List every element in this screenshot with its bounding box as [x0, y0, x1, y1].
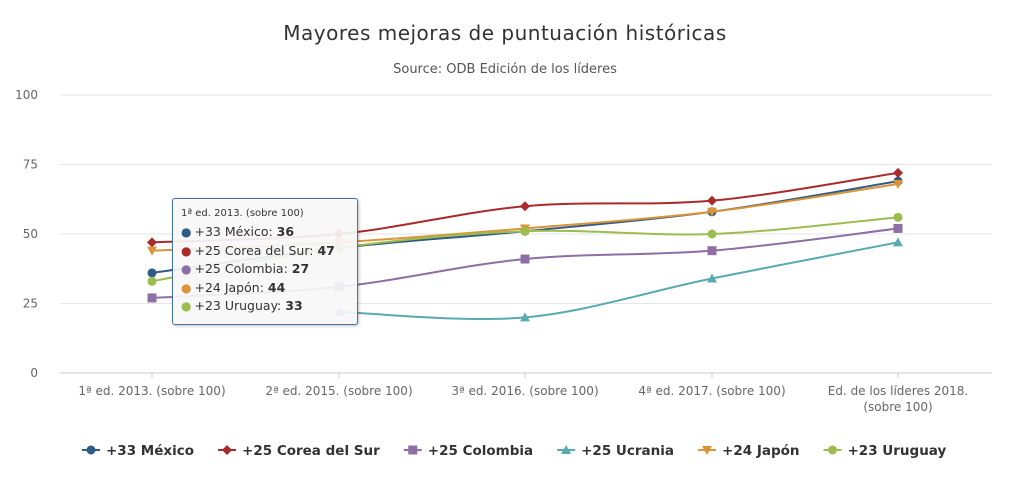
legend-label: +25 Corea del Sur	[242, 443, 380, 459]
y-tick-label: 75	[23, 158, 38, 172]
x-tick-label-line: (sobre 100)	[863, 400, 932, 414]
data-point-ucrania	[893, 237, 903, 247]
tooltip-value: 27	[291, 261, 310, 276]
chart-title: Mayores mejoras de puntuación históricas	[283, 21, 726, 45]
data-point-uruguay	[147, 276, 157, 286]
data-point-colombia	[520, 254, 530, 264]
legend-marker	[561, 445, 572, 454]
data-point-colombia	[147, 293, 157, 303]
data-point-colombia	[707, 246, 717, 256]
data-point-japon	[147, 246, 157, 256]
data-point-corea-del-sur	[707, 195, 717, 206]
y-axis: 0 25 50 75 100	[15, 88, 38, 380]
legend-label: +23 Uruguay	[848, 443, 947, 459]
x-tick-label: 4ª ed. 2017. (sobre 100)	[638, 384, 785, 398]
legend-marker	[86, 445, 96, 455]
tooltip-row-mexico: ● +33 México: 36	[181, 223, 349, 242]
legend-marker	[408, 445, 418, 455]
x-tick-label-line: 1ª ed. 2013. (sobre 100)	[78, 384, 225, 398]
x-tick-label: 1ª ed. 2013. (sobre 100)	[78, 384, 225, 398]
tooltip-label: +25 Corea del Sur:	[194, 242, 318, 258]
x-tick-label: Ed. de los líderes 2018. (sobre 100)	[828, 384, 969, 414]
data-point-japon	[707, 207, 717, 217]
x-tick-label-line: Ed. de los líderes 2018.	[828, 384, 969, 398]
legend-item-japon: +24 Japón	[698, 443, 800, 459]
x-tick-label-line: 2ª ed. 2015. (sobre 100)	[265, 384, 412, 398]
tooltip-value: 33	[285, 298, 303, 313]
series-line-ucrania	[338, 241, 899, 321]
x-tick-label: 3ª ed. 2016. (sobre 100)	[451, 384, 598, 398]
legend-item-ucrania: +25 Ucrania	[557, 443, 674, 459]
data-point-corea-del-sur	[147, 237, 157, 248]
tooltip-dot: ●	[181, 225, 192, 239]
data-point-colombia	[893, 223, 903, 233]
legend-item-mexico: +33 México	[82, 443, 194, 459]
tooltip-header: 1ª ed. 2013. (sobre 100)	[181, 208, 304, 219]
legend-item-uruguay: +23 Uruguay	[823, 443, 947, 459]
tooltip-value: 47	[317, 242, 335, 258]
legend-label: +25 Ucrania	[581, 443, 674, 459]
data-point-mexico	[147, 268, 157, 278]
y-tick-label: 50	[23, 227, 38, 241]
tooltip-label: +24 Japón:	[194, 279, 268, 295]
legend-marker	[828, 445, 837, 455]
tooltip: 1ª ed. 2013. (sobre 100) ● +33 México: 36…	[172, 198, 358, 325]
chart-subtitle: Source: ODB Edición de los líderes	[393, 62, 617, 77]
data-point-uruguay	[893, 212, 903, 222]
tooltip-dot: ●	[181, 299, 192, 313]
tooltip-label: +25 Colombia:	[194, 261, 292, 276]
x-tick-label-line: 4ª ed. 2017. (sobre 100)	[638, 384, 785, 398]
legend-marker	[222, 445, 233, 455]
data-point-ucrania	[520, 312, 530, 322]
x-tick-label-line: 3ª ed. 2016. (sobre 100)	[451, 384, 598, 398]
tooltip-value: 36	[276, 224, 295, 239]
tooltip-dot: ●	[181, 243, 192, 258]
data-point-japon	[893, 179, 903, 189]
tooltip-row-corea: ● +25 Corea del Sur: 47	[181, 242, 349, 261]
tooltip-value: 44	[267, 279, 286, 295]
x-axis: 1ª ed. 2013. (sobre 100) 2ª ed. 2015. (so…	[78, 373, 968, 414]
tooltip-dot: ●	[181, 280, 192, 295]
legend-label: +24 Japón	[722, 443, 799, 459]
legend-label: +25 Colombia	[428, 443, 533, 459]
legend-item-colombia: +25 Colombia	[403, 443, 533, 459]
y-tick-label: 25	[23, 297, 38, 311]
data-point-corea-del-sur	[893, 167, 903, 178]
legend: +33 México +25 Corea del Sur +25 Colombia +…	[82, 443, 946, 459]
tooltip-row-japon: ● +24 Japón: 44	[181, 279, 349, 298]
data-point-corea-del-sur	[520, 201, 530, 212]
legend-label: +33 México	[106, 443, 194, 459]
data-point-uruguay	[520, 226, 530, 236]
series-ucrania	[334, 237, 903, 322]
data-point-uruguay	[707, 229, 717, 239]
legend-marker	[702, 446, 713, 455]
tooltip-label: +23 Uruguay:	[194, 298, 286, 313]
data-point-ucrania	[707, 273, 717, 283]
tooltip-row-colombia: ● +25 Colombia: 27	[181, 260, 349, 279]
tooltip-label: +33 México:	[194, 224, 277, 239]
y-tick-label: 0	[30, 366, 38, 380]
x-tick-label: 2ª ed. 2015. (sobre 100)	[265, 384, 412, 398]
y-tick-label: 100	[15, 88, 38, 102]
legend-item-corea-del-sur: +25 Corea del Sur	[218, 443, 380, 459]
tooltip-row-uruguay: ● +23 Uruguay: 33	[181, 297, 349, 316]
tooltip-dot: ●	[181, 262, 192, 276]
